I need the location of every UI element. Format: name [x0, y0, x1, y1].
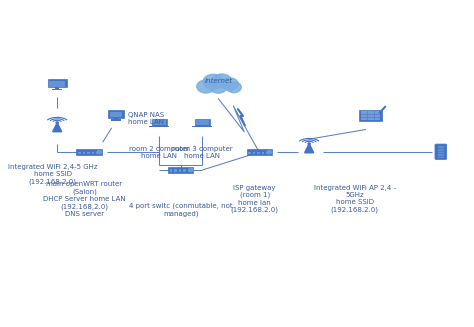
Circle shape: [97, 150, 101, 154]
FancyBboxPatch shape: [49, 81, 65, 87]
FancyBboxPatch shape: [149, 126, 169, 127]
FancyBboxPatch shape: [196, 120, 209, 125]
FancyBboxPatch shape: [170, 169, 173, 172]
FancyBboxPatch shape: [55, 87, 59, 89]
FancyBboxPatch shape: [195, 119, 210, 126]
Text: main openWRT router
(Salon)
DHCP Server home LAN
(192.168,2.0)
DNS server: main openWRT router (Salon) DHCP Server …: [43, 181, 126, 217]
FancyBboxPatch shape: [438, 148, 444, 149]
FancyBboxPatch shape: [111, 119, 121, 121]
FancyBboxPatch shape: [87, 151, 90, 154]
Circle shape: [226, 82, 241, 93]
FancyBboxPatch shape: [108, 110, 124, 118]
Text: room 3 computer
home LAN: room 3 computer home LAN: [172, 146, 233, 159]
Text: Internet: Internet: [204, 78, 232, 84]
FancyBboxPatch shape: [183, 169, 186, 172]
FancyBboxPatch shape: [96, 151, 99, 154]
FancyBboxPatch shape: [52, 89, 62, 90]
Circle shape: [212, 74, 231, 88]
FancyBboxPatch shape: [438, 146, 444, 158]
FancyBboxPatch shape: [257, 151, 260, 154]
Text: QNAP NAS
home LAN: QNAP NAS home LAN: [128, 112, 164, 125]
FancyBboxPatch shape: [361, 112, 380, 120]
FancyBboxPatch shape: [438, 156, 444, 157]
Text: Integrated WiFi AP 2,4 -
5GHz
home SSID
(192.168.2.0): Integrated WiFi AP 2,4 - 5GHz home SSID …: [314, 184, 396, 213]
Circle shape: [197, 80, 215, 93]
FancyBboxPatch shape: [262, 151, 264, 154]
Text: ISP gateway
(room 1)
home lan
(192.168.2.0): ISP gateway (room 1) home lan (192.168.2…: [231, 184, 279, 213]
FancyBboxPatch shape: [91, 151, 94, 154]
Text: room 2 computer
home LAN: room 2 computer home LAN: [129, 146, 190, 159]
Circle shape: [267, 150, 272, 154]
FancyBboxPatch shape: [192, 126, 212, 127]
FancyBboxPatch shape: [76, 149, 102, 155]
Circle shape: [210, 81, 227, 93]
FancyBboxPatch shape: [82, 151, 85, 154]
FancyBboxPatch shape: [153, 120, 165, 125]
FancyBboxPatch shape: [253, 151, 255, 154]
Circle shape: [308, 143, 310, 145]
FancyBboxPatch shape: [266, 151, 269, 154]
Circle shape: [189, 168, 193, 172]
Polygon shape: [305, 144, 314, 153]
FancyBboxPatch shape: [435, 144, 447, 160]
FancyBboxPatch shape: [188, 169, 190, 172]
FancyBboxPatch shape: [48, 79, 67, 87]
Circle shape: [221, 78, 238, 90]
FancyBboxPatch shape: [174, 169, 177, 172]
Circle shape: [203, 74, 224, 89]
FancyBboxPatch shape: [438, 151, 444, 152]
Polygon shape: [53, 123, 62, 132]
Circle shape: [56, 122, 58, 123]
FancyBboxPatch shape: [179, 169, 182, 172]
FancyBboxPatch shape: [359, 110, 382, 121]
FancyBboxPatch shape: [248, 151, 251, 154]
Text: 4 port switc (conmutable, not
managed): 4 port switc (conmutable, not managed): [129, 202, 232, 217]
FancyBboxPatch shape: [78, 151, 81, 154]
FancyBboxPatch shape: [168, 167, 193, 173]
FancyBboxPatch shape: [246, 149, 272, 155]
FancyBboxPatch shape: [114, 118, 118, 120]
Text: Integrated WiFi 2,4-5 GHz
home SSID
(192.168.2.0): Integrated WiFi 2,4-5 GHz home SSID (192…: [8, 164, 97, 184]
FancyBboxPatch shape: [438, 153, 444, 154]
FancyBboxPatch shape: [110, 112, 122, 117]
FancyBboxPatch shape: [152, 119, 167, 126]
